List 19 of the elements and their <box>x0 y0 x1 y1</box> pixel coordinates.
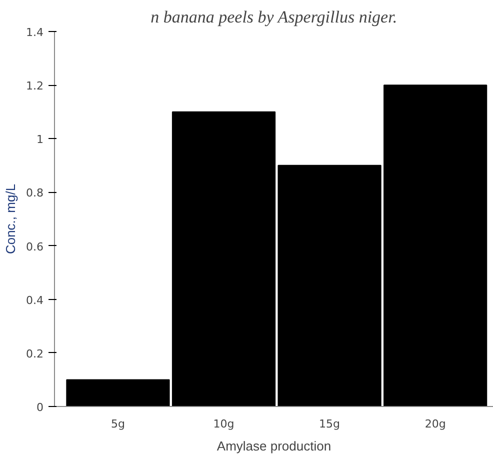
bar <box>384 84 488 406</box>
y-axis-title: Conc., mg/L <box>3 184 18 254</box>
x-tick-label: 15g <box>319 418 340 430</box>
y-tick-label: 1.2 <box>26 80 44 93</box>
x-tick-label: 5g <box>110 418 125 430</box>
y-tick-label: 1.4 <box>26 26 44 39</box>
y-tick-label: 1 <box>36 133 44 146</box>
chart-title: n banana peels by Aspergillus niger. <box>150 8 398 26</box>
y-tick-label: 0.6 <box>26 240 44 254</box>
x-axis-title: Amylase production <box>216 438 332 454</box>
x-tick-label: 20g <box>424 418 446 430</box>
bar <box>172 111 276 406</box>
x-tick-label: 10g <box>213 418 234 430</box>
y-tick-label: 0.4 <box>26 294 44 307</box>
y-tick-label: 0.2 <box>26 347 44 360</box>
y-tick-label: 0.8 <box>26 186 44 200</box>
bar <box>66 379 170 406</box>
y-tick-label: 0 <box>36 401 44 414</box>
bar <box>278 164 382 406</box>
